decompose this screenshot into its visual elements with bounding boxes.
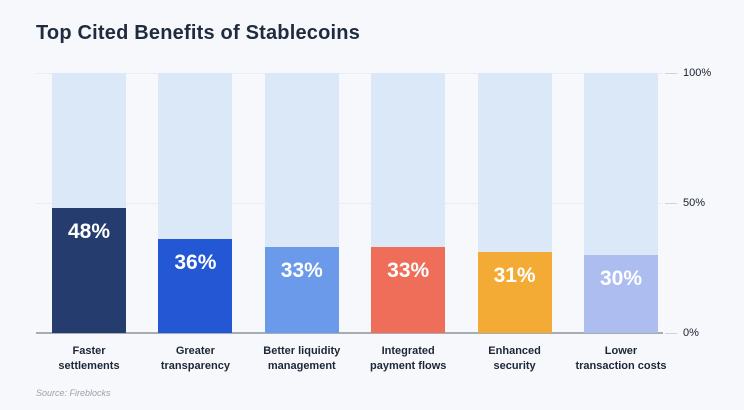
bar-value-label: 30%: [599, 267, 643, 290]
y-tick-mark: [665, 333, 677, 334]
bar-integrated-payment-flows: 33%: [371, 247, 446, 333]
bar-value-label: 33%: [387, 259, 430, 283]
y-tick-label-50: 50%: [683, 197, 706, 209]
category-label-faster-settlements: Faster settlements: [58, 345, 120, 372]
y-tick-label-100: 100%: [683, 67, 712, 79]
bar-value-label: 31%: [493, 264, 536, 288]
bar-value-label: 48%: [67, 220, 111, 244]
bar-value-label: 33%: [280, 259, 323, 283]
bar-faster-settlements: 48%: [52, 208, 126, 333]
category-label-enhanced-security: Enhanced security: [488, 345, 541, 372]
y-tick-label-0: 0%: [683, 327, 699, 339]
bar-enhanced-security: 31%: [477, 252, 552, 333]
x-axis-line: [36, 332, 663, 334]
gridline-50: [36, 203, 663, 204]
y-tick-mark: [665, 73, 677, 74]
bar-better-liquidity-management: 33%: [264, 247, 339, 333]
category-label-integrated-payment-flows: Integrated payment flows: [369, 345, 447, 372]
bar-greater-transparency: 36%: [158, 239, 233, 333]
gridline-100: [36, 73, 663, 74]
plot-area: 48% 36% 33% 33% 31% 30%: [36, 73, 663, 334]
category-label-greater-transparency: Greater transparency: [160, 345, 230, 372]
category-label-lower-transaction-costs: Lower transaction costs: [575, 345, 667, 372]
bar-lower-transaction-costs: 30%: [584, 255, 658, 333]
y-tick-mark: [665, 203, 677, 204]
chart-title: Top Cited Benefits of Stablecoins: [36, 22, 361, 44]
bar-value-label: 36%: [174, 251, 217, 275]
category-label-better-liquidity-management: Better liquidity management: [263, 345, 341, 372]
source-attribution: Source: Fireblocks: [36, 388, 111, 398]
